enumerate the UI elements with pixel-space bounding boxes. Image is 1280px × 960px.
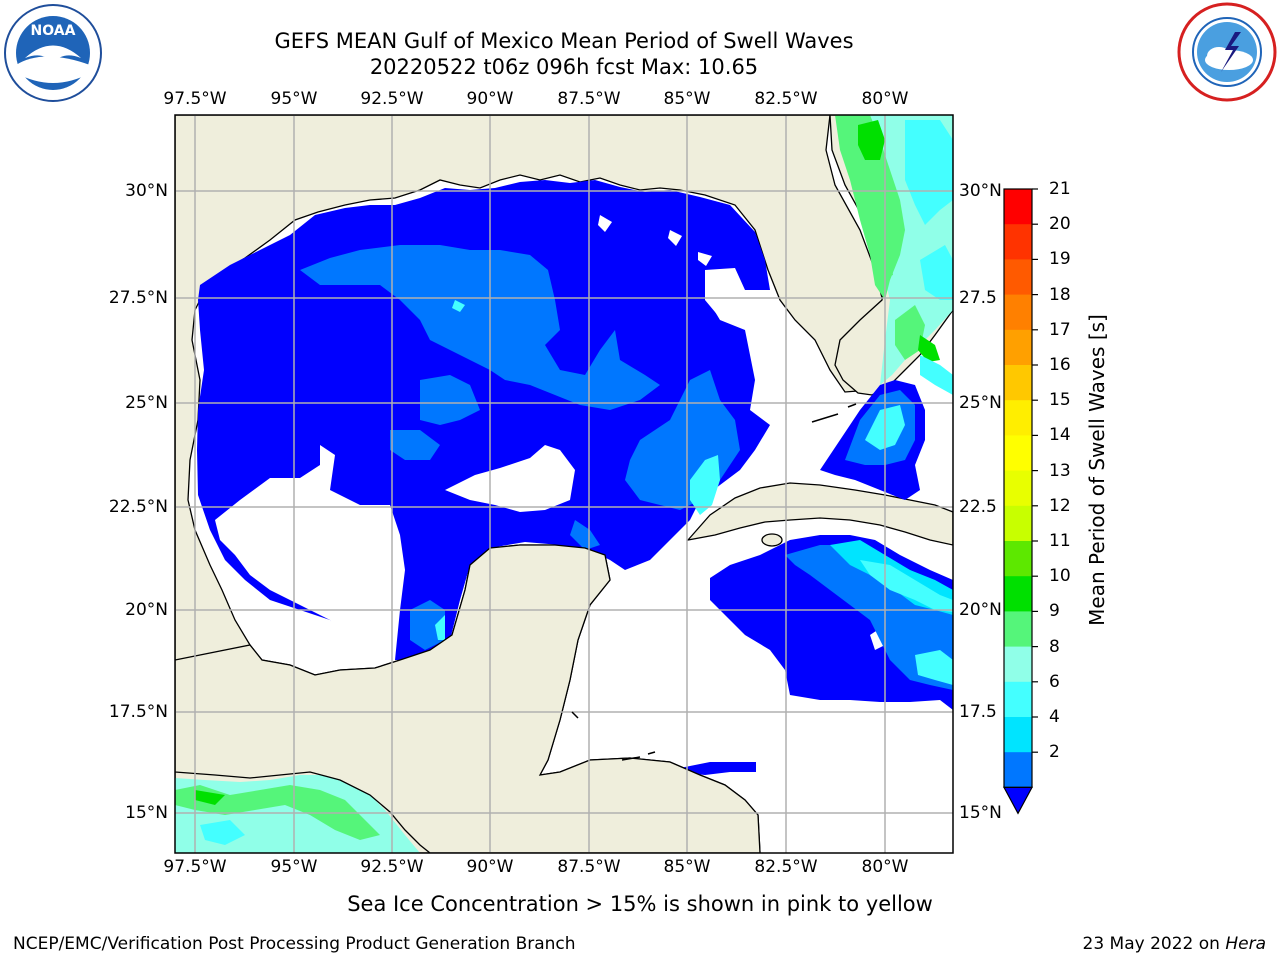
lat-tick-left: 20°N	[125, 600, 168, 620]
colorbar-segment	[1004, 470, 1032, 507]
colorbar-segment	[1004, 576, 1032, 612]
colorbar-tick-label: 15	[1049, 390, 1071, 411]
lat-tick-left: 22.5°N	[108, 497, 168, 517]
lat-tick-left: 17.5°N	[108, 702, 168, 722]
colorbar-tick-label: 18	[1049, 284, 1071, 305]
colorbar-frame	[1003, 188, 1033, 789]
colorbar-segment	[1004, 681, 1032, 718]
colorbar-segment	[1004, 611, 1032, 648]
colorbar-segment	[1004, 400, 1032, 436]
swell-field	[175, 115, 953, 853]
colorbar-segment	[1004, 259, 1032, 296]
chart-title-line1: GEFS MEAN Gulf of Mexico Mean Period of …	[274, 29, 854, 53]
lat-tick-right: 20°N	[959, 600, 1002, 620]
footer-credit: NCEP/EMC/Verification Post Processing Pr…	[13, 934, 576, 954]
lon-tick-bottom: 82.5°W	[754, 857, 818, 877]
lon-tick-bottom: 87.5°W	[557, 857, 621, 877]
lat-tick-left: 25°N	[125, 393, 168, 413]
noaa-logo: NOAA	[3, 3, 103, 103]
swell-cyan-patch	[690, 455, 720, 515]
colorbar-tick-label: 21	[1049, 179, 1071, 199]
map-frame	[174, 114, 954, 854]
colorbar-tick-label: 4	[1049, 707, 1060, 727]
colorbar-segment	[1004, 646, 1032, 683]
lat-tick-left: 30°N	[125, 181, 168, 201]
lon-tick-top: 80°W	[861, 89, 909, 109]
lon-tick-top: 87.5°W	[557, 89, 621, 109]
colorbar-tick-label: 8	[1049, 636, 1060, 657]
lon-tick-top: 82.5°W	[754, 89, 818, 109]
colorbar-segment	[1004, 365, 1032, 401]
chart-title-line2: 20220522 t06z 096h fcst Max: 10.65	[369, 55, 759, 79]
lon-tick-top: 92.5°W	[360, 89, 424, 109]
colorbar-segment	[1004, 752, 1032, 788]
lon-tick-bottom: 92.5°W	[360, 857, 424, 877]
footer-date: 23 May 2022 on Hera	[1083, 934, 1267, 954]
lon-tick-top: 95°W	[270, 89, 318, 109]
lat-tick-right: 30°N	[959, 181, 1002, 201]
lon-tick-bottom: 85°W	[663, 857, 711, 877]
nws-logo	[1177, 2, 1277, 102]
lon-tick-bottom: 90°W	[466, 857, 514, 877]
lon-tick-top: 90°W	[466, 89, 514, 109]
colorbar-tick-label: 11	[1049, 531, 1071, 551]
colorbar-segment	[1004, 294, 1032, 331]
lat-tick-right: 22.5	[959, 497, 997, 517]
colorbar-segment	[1004, 224, 1032, 260]
colorbar-extend-arrow	[1002, 786, 1034, 815]
lat-tick-left: 15°N	[125, 803, 168, 823]
colorbar-segment	[1004, 189, 1032, 225]
colorbar-label: Mean Period of Swell Waves [s]	[1085, 314, 1109, 626]
colorbar-tick-label: 17	[1049, 319, 1071, 340]
lat-tick-right: 25°N	[959, 393, 1002, 413]
colorbar	[1002, 188, 1038, 815]
colorbar-tick-label: 12	[1049, 495, 1071, 516]
lon-tick-bottom: 97.5°W	[163, 857, 227, 877]
colorbar-tick-label: 20	[1049, 214, 1071, 235]
colorbar-segment	[1004, 329, 1032, 366]
colorbar-tick-label: 13	[1049, 460, 1071, 481]
colorbar-tick-label: 10	[1049, 566, 1071, 587]
lon-tick-top: 97.5°W	[163, 89, 227, 109]
land-isla-juventud	[761, 533, 783, 547]
lon-tick-bottom: 95°W	[270, 857, 318, 877]
gridlines	[175, 115, 953, 853]
colorbar-tick-label: 6	[1049, 671, 1060, 692]
colorbar-segment	[1004, 435, 1032, 472]
lon-tick-top: 85°W	[663, 89, 711, 109]
colorbar-segment	[1004, 505, 1032, 542]
noaa-logo-text: NOAA	[30, 23, 76, 39]
footer-host: Hera	[1225, 934, 1266, 954]
footer-date-text: 23 May 2022 on	[1082, 934, 1226, 954]
lat-tick-right: 27.5	[959, 288, 997, 308]
colorbar-tick-label: 14	[1049, 425, 1071, 446]
colorbar-tick-label: 16	[1049, 355, 1071, 375]
swell-gulf-lightblue	[300, 245, 660, 410]
land-cuba	[686, 482, 953, 546]
sea-ice-caption: Sea Ice Concentration > 15% is shown in …	[347, 892, 933, 916]
lat-tick-right: 15°N	[959, 803, 1002, 823]
colorbar-tick-label: 19	[1049, 249, 1071, 270]
lat-tick-left: 27.5°N	[108, 288, 168, 308]
colorbar-segment	[1004, 541, 1032, 577]
colorbar-tick-label: 9	[1049, 601, 1060, 622]
lat-tick-right: 17.5	[959, 702, 997, 722]
colorbar-tick-label: 2	[1049, 742, 1060, 763]
colorbar-segment	[1004, 717, 1032, 753]
lon-tick-bottom: 80°W	[861, 857, 909, 877]
